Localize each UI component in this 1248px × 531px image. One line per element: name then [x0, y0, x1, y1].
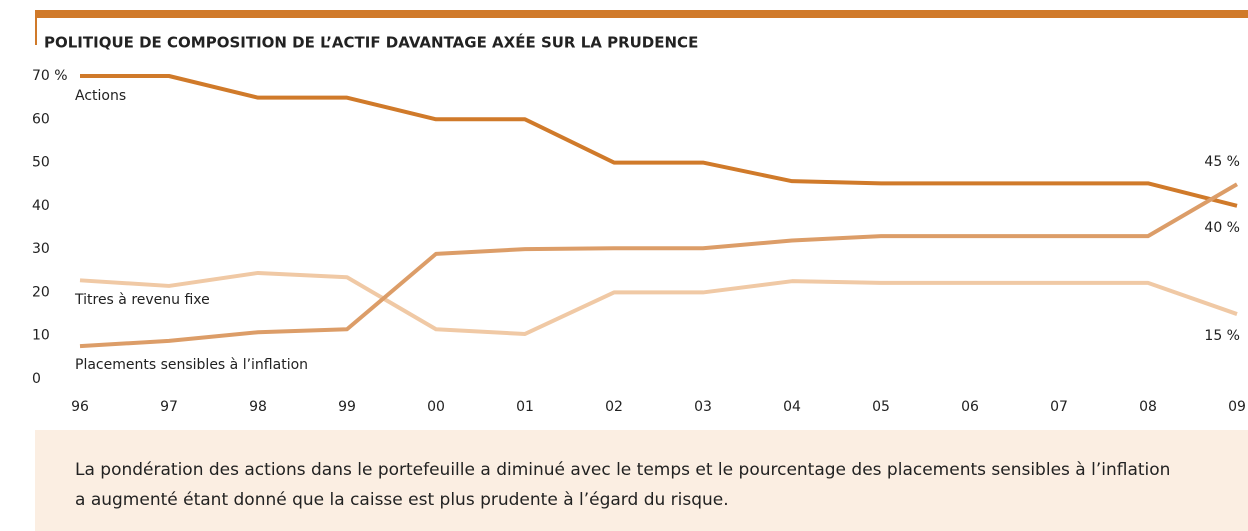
series-line: [79, 182, 1239, 349]
series-line: [79, 270, 1238, 336]
x-tick-label: 07: [1050, 399, 1068, 415]
y-tick-label: 20: [32, 284, 50, 300]
value-label: 45 %: [1204, 154, 1240, 170]
x-tick-label: 09: [1228, 399, 1246, 415]
chart-title: POLITIQUE DE COMPOSITION DE L’ACTIF DAVA…: [44, 33, 698, 52]
x-tick-label: 03: [694, 399, 712, 415]
y-tick-label: 30: [32, 241, 50, 257]
x-tick-label: 97: [160, 399, 178, 415]
note-box: La pondération des actions dans le porte…: [35, 430, 1248, 531]
x-tick-label: 05: [872, 399, 890, 415]
x-tick-label: 01: [516, 399, 534, 415]
x-tick-label: 02: [605, 399, 623, 415]
x-tick-label: 96: [71, 399, 89, 415]
series-line: [80, 74, 1238, 208]
y-tick-label: 70 %: [32, 68, 68, 84]
x-tick-label: 06: [961, 399, 979, 415]
y-tick-label: 0: [32, 371, 41, 387]
y-tick-label: 10: [32, 328, 50, 344]
x-tick-label: 99: [338, 399, 356, 415]
x-tick-label: 00: [427, 399, 445, 415]
x-tick-label: 08: [1139, 399, 1157, 415]
series-label: Placements sensibles à l’inflation: [75, 357, 308, 373]
value-label: 15 %: [1204, 328, 1240, 344]
y-tick-label: 50: [32, 155, 50, 171]
series-label: Titres à revenu fixe: [74, 292, 210, 308]
y-tick-label: 60: [32, 111, 50, 127]
x-tick-label: 04: [783, 399, 801, 415]
header-bar: [35, 10, 1248, 18]
header-tick: [35, 18, 37, 45]
y-tick-label: 40: [32, 198, 50, 214]
note-text: La pondération des actions dans le porte…: [75, 460, 1171, 510]
series-label: Actions: [75, 88, 126, 104]
x-tick-label: 98: [249, 399, 267, 415]
chart: POLITIQUE DE COMPOSITION DE L’ACTIF DAVA…: [32, 10, 1248, 415]
value-label: 40 %: [1204, 220, 1240, 236]
